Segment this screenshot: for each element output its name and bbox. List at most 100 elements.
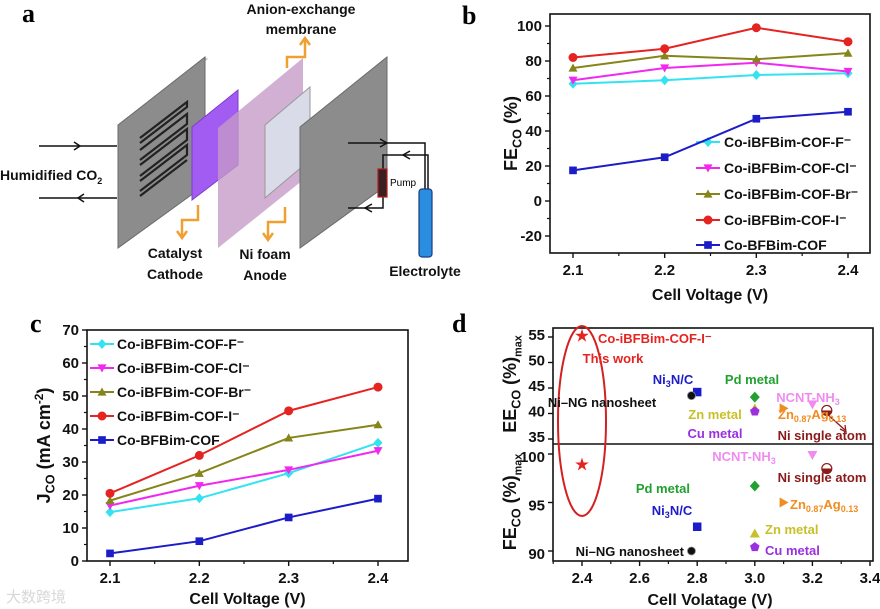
legend-label: Co-iBFBim-COF-I⁻ bbox=[724, 212, 846, 228]
series-2: Co-iBFBim-COF-Br⁻ bbox=[568, 48, 858, 202]
series-line bbox=[572, 110, 849, 172]
x-tick-label: 2.3 bbox=[746, 262, 767, 279]
legend-marker bbox=[97, 364, 107, 373]
data-point bbox=[194, 482, 204, 491]
legend-marker bbox=[704, 241, 712, 249]
series-0: Co-iBFBim-COF-F⁻ bbox=[90, 336, 383, 518]
x-tick-label: 2.6 bbox=[629, 570, 650, 587]
series-line bbox=[109, 423, 379, 502]
data-point bbox=[374, 494, 382, 503]
point-label: Cu metal bbox=[688, 426, 743, 441]
y-tick-label: 95 bbox=[528, 498, 545, 515]
data-point bbox=[844, 107, 852, 116]
data-point bbox=[569, 166, 577, 175]
point-label: NCNT-NH3 bbox=[712, 449, 776, 466]
electrolyte-tube-icon bbox=[418, 188, 433, 258]
panel-letter-c: c bbox=[30, 309, 42, 338]
legend-label: Co-iBFBim-COF-Cl⁻ bbox=[724, 160, 857, 176]
legend-marker bbox=[703, 137, 713, 147]
series-4: Co-BFBim-COF bbox=[569, 107, 852, 253]
data-point bbox=[749, 480, 760, 492]
x-tick-label: 3.4 bbox=[860, 570, 880, 587]
data-point bbox=[373, 437, 383, 448]
y-tick-label: -20 bbox=[520, 228, 542, 245]
y-tick-label: 60 bbox=[525, 88, 542, 105]
x-tick-label: 3.2 bbox=[802, 570, 823, 587]
series-line bbox=[109, 441, 379, 514]
data-point bbox=[373, 382, 383, 392]
data-point bbox=[751, 54, 761, 63]
line-chart-panel-b: -20 0 20 40 60 80 100 2.1 2.2 2.3 2.4 Cell Voltage … bbox=[501, 13, 871, 304]
data-point bbox=[195, 537, 204, 546]
series-line bbox=[109, 386, 379, 495]
data-point bbox=[807, 450, 818, 460]
anode-label-line2: Anode bbox=[243, 267, 287, 283]
y-tick-label: 35 bbox=[528, 429, 545, 446]
x-tick-label: 3.0 bbox=[744, 570, 765, 587]
legend-label: Co-iBFBim-COF-Br⁻ bbox=[117, 384, 251, 400]
y-tick-label: 70 bbox=[62, 322, 79, 339]
legend-label: Co-BFBim-COF bbox=[724, 237, 827, 253]
series-4: Co-BFBim-COF bbox=[90, 432, 382, 558]
y-tick-label: 0 bbox=[71, 553, 79, 570]
point-label: Ni single atom bbox=[778, 470, 867, 485]
legend-marker bbox=[703, 189, 713, 198]
data-point bbox=[843, 67, 853, 76]
data-point bbox=[749, 528, 760, 538]
legend-label: Co-iBFBim-COF-Br⁻ bbox=[724, 186, 858, 202]
point-label: This work bbox=[583, 351, 644, 366]
data-point bbox=[751, 23, 761, 33]
pointer-arrow bbox=[826, 413, 846, 431]
data-point bbox=[284, 466, 294, 475]
series-line bbox=[572, 26, 849, 59]
data-point bbox=[194, 468, 204, 477]
legend-marker bbox=[703, 215, 713, 225]
point-label: Zn metal bbox=[688, 407, 741, 422]
y-tick-label: 80 bbox=[525, 53, 542, 70]
data-point bbox=[843, 48, 853, 57]
pointer-arrowhead bbox=[839, 424, 847, 434]
point-label: Ni3N/C bbox=[653, 372, 694, 389]
x-tick-label: 2.3 bbox=[278, 570, 299, 587]
membrane-label-line2: membrane bbox=[266, 21, 337, 37]
catalyst-label-line1: Catalyst bbox=[148, 245, 203, 261]
x-axis-label: Cell Volatage (V) bbox=[647, 592, 772, 609]
series-3: Co-iBFBim-COF-I⁻ bbox=[568, 23, 853, 228]
gas-inlet-arrow bbox=[39, 141, 117, 203]
series-line bbox=[109, 497, 379, 555]
legend-label: Co-iBFBim-COF-Cl⁻ bbox=[117, 360, 250, 376]
data-point bbox=[779, 497, 789, 508]
series-line bbox=[572, 52, 849, 69]
line-chart-panel-c: 0 10 20 30 40 50 60 70 2.1 2.2 2.3 2.4 Cell Voltage … bbox=[33, 322, 409, 608]
watermark: 大数跨境 bbox=[6, 588, 66, 606]
data-point bbox=[692, 387, 702, 397]
data-point bbox=[660, 64, 670, 73]
anode-label-line1: Ni foam bbox=[239, 246, 290, 262]
data-point bbox=[106, 549, 114, 558]
data-point bbox=[660, 51, 670, 60]
legend-label: Co-BFBim-COF bbox=[117, 432, 220, 448]
data-point bbox=[194, 493, 204, 504]
data-point bbox=[821, 462, 833, 475]
data-point bbox=[807, 400, 818, 410]
y-tick-label: 40 bbox=[62, 421, 79, 438]
data-point bbox=[575, 457, 589, 471]
series-3: Co-iBFBim-COF-I⁻ bbox=[90, 382, 383, 498]
y-tick-label: 100 bbox=[520, 449, 545, 466]
point-label: Zn metal bbox=[765, 522, 818, 537]
data-point bbox=[568, 76, 578, 85]
y-tick-label: 100 bbox=[517, 18, 542, 35]
point-label: NCNT-NH3 bbox=[776, 390, 840, 407]
data-point bbox=[575, 328, 589, 342]
data-point bbox=[284, 406, 294, 416]
point-label: Ni–NG nanosheet bbox=[576, 544, 685, 559]
x-tick-label: 2.8 bbox=[687, 570, 708, 587]
x-axis-label: Cell Voltage (V) bbox=[652, 287, 768, 304]
y-tick-label: 60 bbox=[62, 355, 79, 372]
y-tick-label: 50 bbox=[62, 388, 79, 405]
y-tick-label: 20 bbox=[525, 158, 542, 175]
y-tick-label: 45 bbox=[528, 378, 545, 395]
x-tick-label: 2.4 bbox=[572, 570, 594, 587]
legend-marker bbox=[97, 339, 107, 349]
